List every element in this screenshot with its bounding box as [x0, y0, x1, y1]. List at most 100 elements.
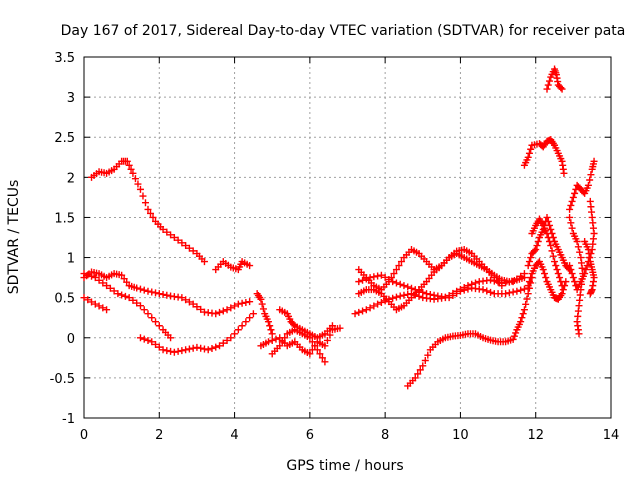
- data-point: [583, 262, 591, 270]
- data-point: [167, 231, 175, 239]
- data-point: [392, 279, 400, 287]
- data-point: [400, 282, 408, 290]
- y-tick-label: 0: [67, 332, 75, 347]
- data-point: [290, 320, 298, 328]
- data-point: [178, 239, 186, 247]
- data-point: [114, 290, 122, 298]
- data-point: [525, 258, 533, 266]
- data-point: [223, 306, 231, 314]
- data-point: [84, 271, 92, 279]
- data-point: [558, 290, 566, 298]
- data-point: [234, 326, 242, 334]
- data-point: [517, 286, 525, 294]
- data-point: [411, 374, 419, 382]
- data-point: [278, 338, 286, 346]
- data-point: [389, 294, 397, 302]
- data-point: [359, 307, 367, 315]
- data-point: [182, 242, 190, 250]
- data-point: [395, 262, 403, 270]
- data-point: [568, 224, 576, 232]
- data-point: [268, 330, 276, 338]
- data-point: [510, 332, 518, 340]
- data-point: [527, 274, 535, 282]
- data-point: [586, 290, 594, 298]
- data-point: [140, 306, 148, 314]
- series-arc-4: [80, 294, 111, 314]
- data-point: [246, 298, 254, 306]
- data-point: [174, 347, 182, 355]
- data-point: [313, 346, 321, 354]
- data-point: [517, 318, 525, 326]
- data-point: [396, 292, 404, 300]
- data-point: [257, 295, 265, 303]
- data-point: [258, 300, 266, 308]
- series-arc-15: [404, 274, 536, 390]
- data-point: [268, 336, 276, 344]
- data-point: [548, 247, 556, 255]
- series-arc-2: [212, 258, 254, 274]
- x-tick-label: 12: [527, 428, 544, 443]
- data-point: [445, 292, 453, 300]
- x-tick-label: 4: [230, 428, 238, 443]
- data-point: [99, 304, 107, 312]
- data-point: [385, 295, 393, 303]
- data-point: [407, 290, 415, 298]
- data-point: [125, 294, 133, 302]
- x-tick-label: 14: [603, 428, 620, 443]
- data-point: [377, 298, 385, 306]
- data-point: [134, 180, 142, 188]
- data-point: [525, 149, 533, 157]
- data-point: [147, 209, 155, 217]
- x-axis-label: GPS time / hours: [286, 458, 403, 474]
- data-point: [552, 262, 560, 270]
- data-point: [544, 234, 552, 241]
- data-point: [556, 274, 564, 282]
- data-point: [505, 289, 513, 297]
- data-point: [189, 247, 197, 255]
- y-tick-label: 2: [67, 171, 75, 186]
- data-point: [84, 296, 92, 304]
- data-point: [219, 307, 227, 315]
- y-tick-label: -1: [62, 412, 75, 427]
- data-point: [227, 304, 235, 312]
- data-point: [99, 279, 107, 287]
- x-tick-label: 2: [155, 428, 163, 443]
- series-arc-12: [355, 250, 506, 314]
- data-point: [590, 157, 598, 165]
- data-point: [392, 293, 400, 301]
- data-point: [136, 185, 144, 193]
- data-point: [543, 85, 551, 93]
- data-point: [185, 298, 193, 306]
- data-point: [155, 290, 163, 298]
- series-arc-21: [566, 157, 598, 213]
- data-point: [359, 276, 367, 284]
- series-arc-24: [581, 238, 598, 298]
- data-point: [234, 300, 242, 308]
- series-arc-5: [80, 270, 175, 342]
- data-point: [326, 331, 334, 339]
- data-point: [551, 258, 559, 266]
- data-point: [110, 287, 118, 295]
- data-point: [238, 322, 246, 330]
- data-point: [197, 305, 205, 313]
- data-point: [524, 290, 532, 298]
- series-arc-20: [528, 215, 566, 290]
- data-point: [557, 84, 565, 92]
- data-point: [259, 305, 267, 313]
- data-point: [80, 294, 88, 302]
- data-point: [471, 279, 479, 287]
- data-point: [149, 213, 157, 221]
- series-arc-14: [351, 270, 528, 318]
- data-point: [532, 246, 540, 254]
- data-point: [355, 308, 363, 316]
- data-point: [144, 310, 152, 318]
- data-point: [223, 336, 231, 344]
- data-point: [121, 292, 129, 300]
- data-point: [543, 229, 551, 237]
- data-point: [415, 292, 423, 300]
- data-point: [366, 274, 374, 282]
- series-arc-10: [276, 306, 336, 342]
- data-point: [566, 205, 574, 213]
- data-point: [370, 273, 378, 281]
- data-point: [520, 270, 528, 278]
